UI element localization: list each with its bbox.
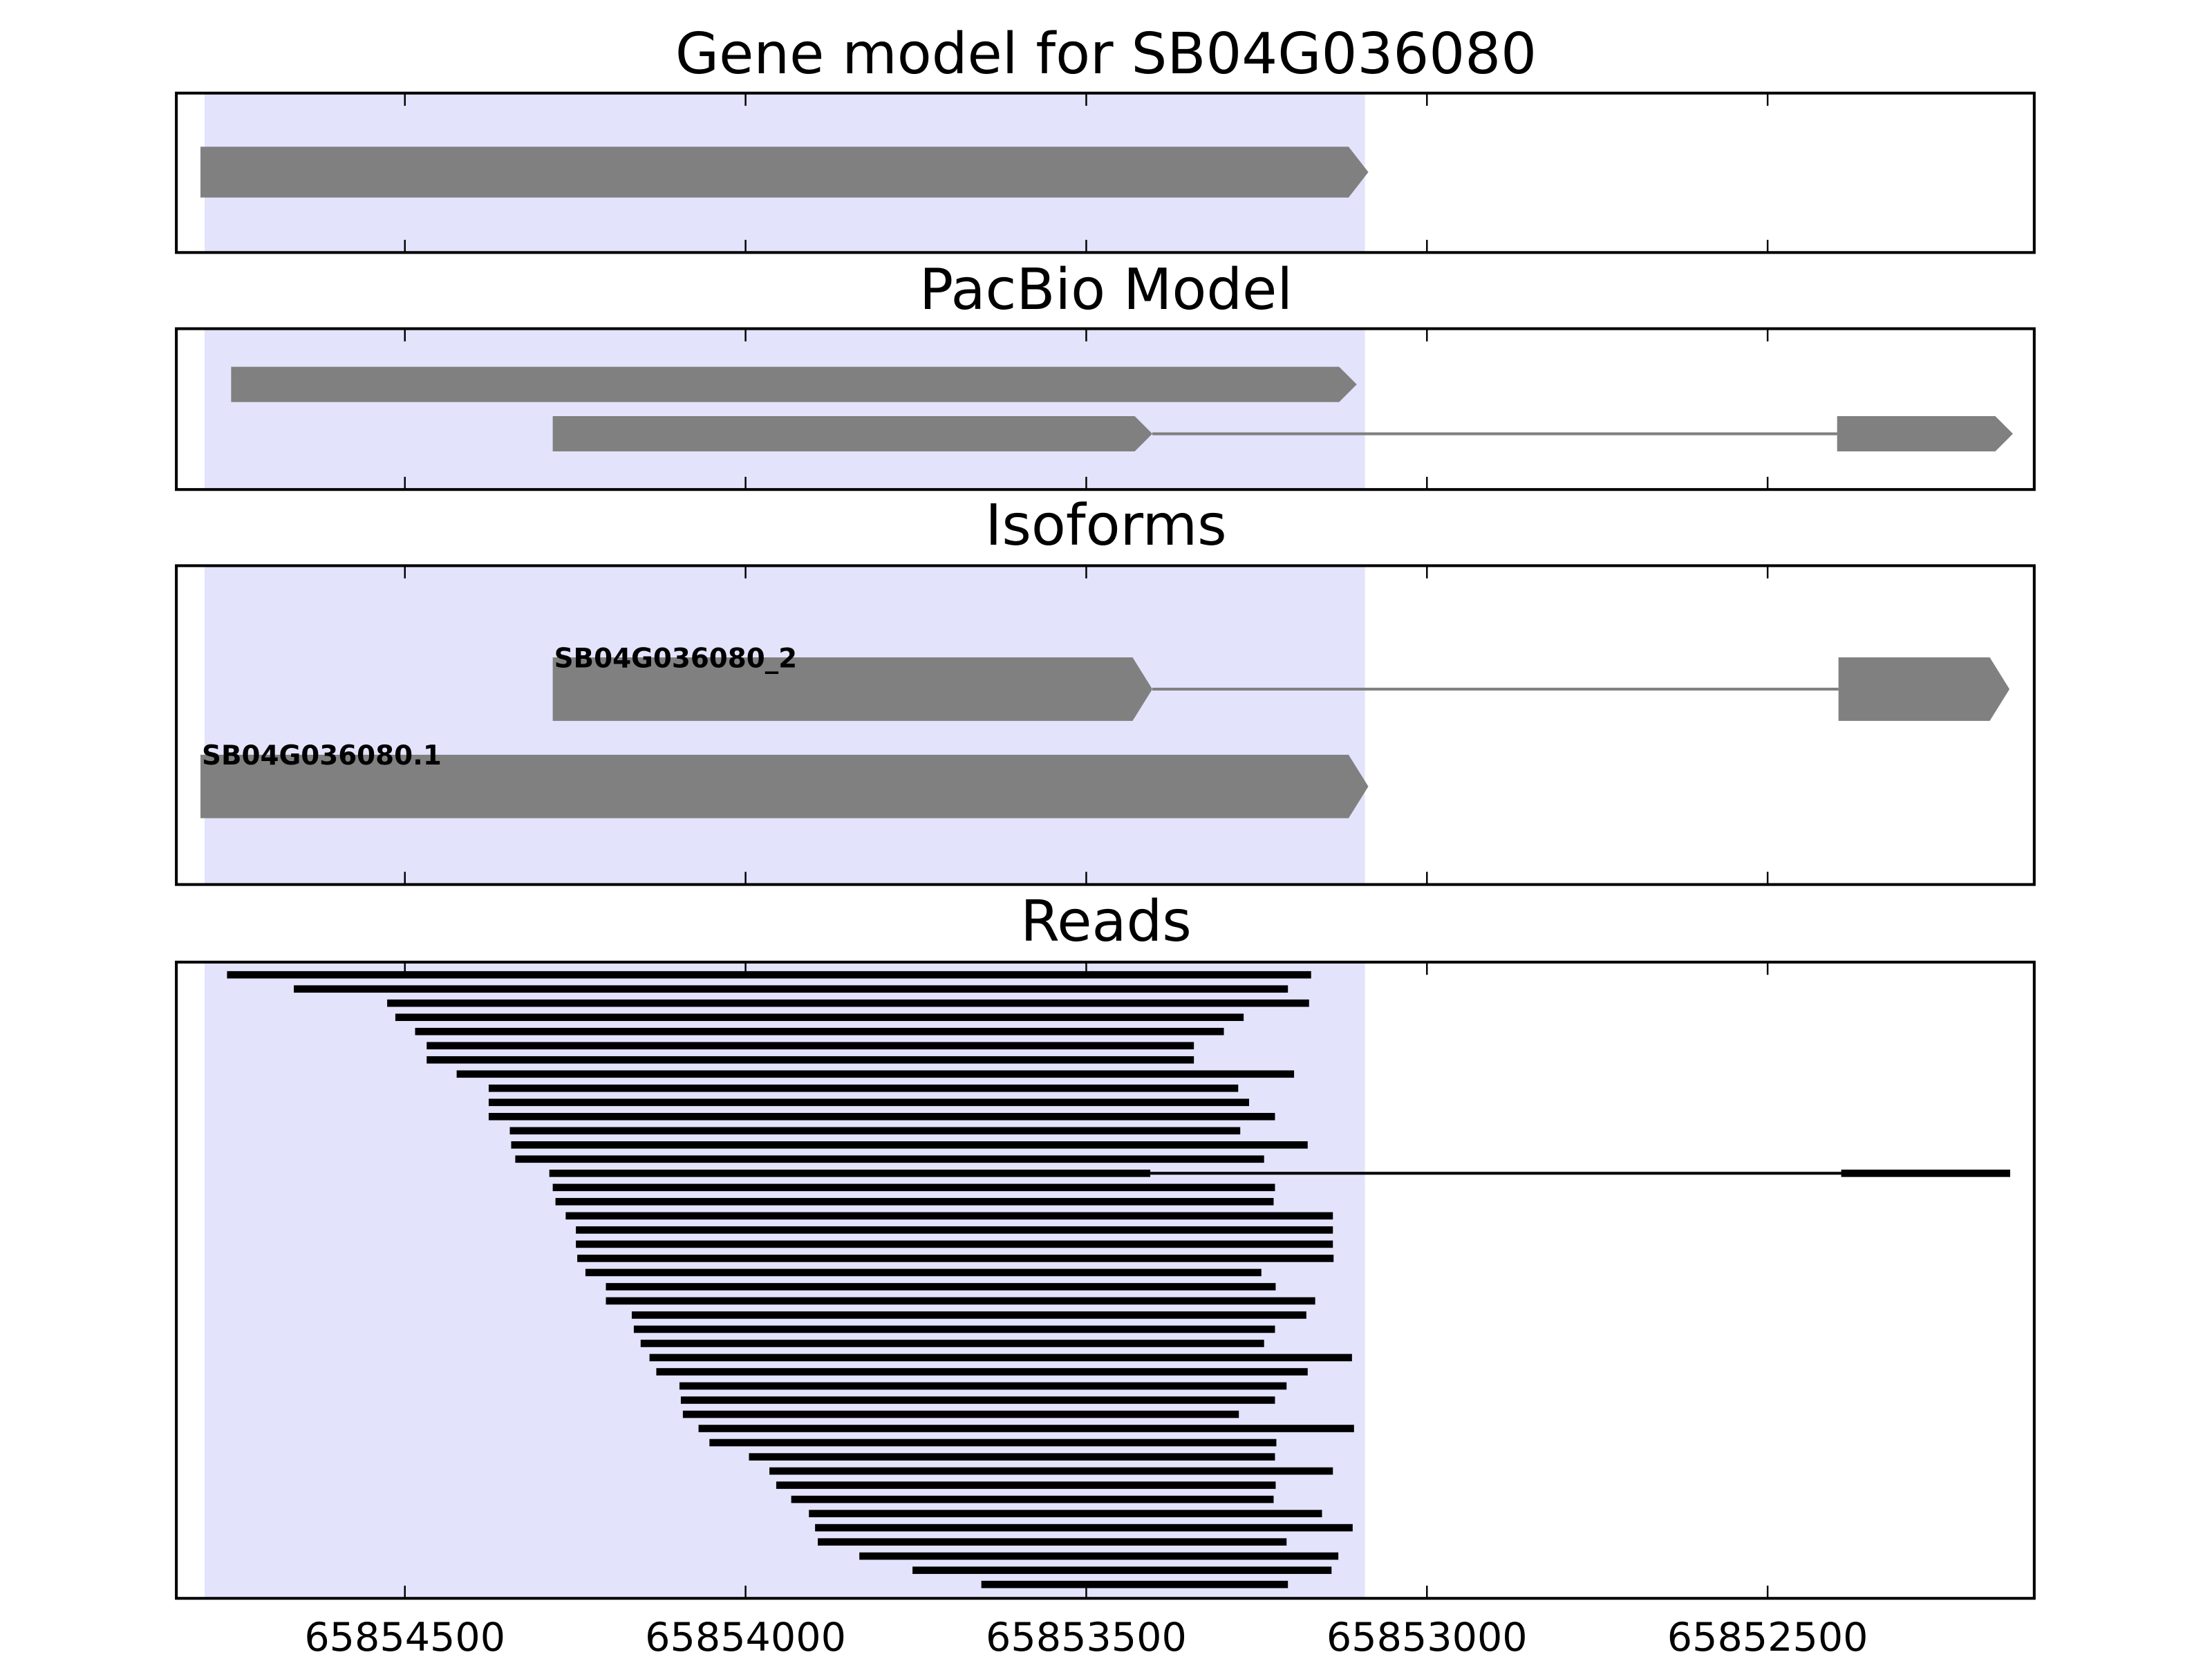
read-bar — [509, 1127, 1241, 1135]
read-bar — [387, 999, 1309, 1007]
read-bar — [769, 1467, 1333, 1475]
isoform-label: SB04G036080_2 — [554, 643, 797, 674]
read-bar — [809, 1510, 1322, 1517]
read-bar — [511, 1141, 1308, 1149]
read-bar — [427, 1042, 1194, 1050]
isoform-label: SB04G036080.1 — [202, 740, 442, 771]
read-bar — [859, 1552, 1339, 1560]
read-bar — [488, 1098, 1250, 1107]
panel-title-pacbio: PacBio Model — [919, 257, 1293, 323]
pacbio-feature-exon — [552, 416, 1153, 452]
pacbio-feature-exon — [1837, 416, 2013, 452]
read-bar — [577, 1255, 1334, 1262]
read-bar — [576, 1240, 1333, 1248]
read-bar — [749, 1453, 1275, 1461]
read-bar — [698, 1425, 1354, 1432]
read-bar — [488, 1084, 1239, 1092]
x-tick-label: 65853000 — [1327, 1615, 1528, 1659]
read-bar — [818, 1538, 1287, 1546]
read-bar — [912, 1566, 1332, 1574]
read-bar — [776, 1481, 1276, 1489]
read-bar — [565, 1212, 1333, 1220]
read-bar — [456, 1070, 1295, 1078]
read-bar — [682, 1410, 1239, 1418]
read-bar — [549, 1170, 1151, 1177]
x-tick-label: 65854000 — [645, 1615, 846, 1659]
read-bar — [981, 1580, 1288, 1588]
isoform-feature-exon — [552, 657, 1153, 721]
x-tick-label: 65852500 — [1667, 1615, 1868, 1659]
read-bar — [415, 1027, 1224, 1035]
read-bar — [606, 1297, 1315, 1305]
read-bar — [815, 1524, 1353, 1532]
panel-frame — [175, 564, 2036, 886]
read-bar — [656, 1368, 1308, 1376]
read-bar — [555, 1198, 1274, 1206]
read-bar — [585, 1268, 1262, 1277]
panel-frame — [175, 327, 2036, 491]
panel-title-reads: Reads — [1020, 889, 1192, 955]
highlight-region — [204, 565, 1365, 885]
read-bar — [1841, 1170, 2011, 1177]
read-bar — [640, 1340, 1264, 1347]
read-bar — [649, 1353, 1352, 1362]
read-bar — [679, 1382, 1287, 1390]
x-tick-label: 65854500 — [304, 1615, 505, 1659]
highlight-region — [204, 328, 1365, 490]
gene-model-feature-exon — [200, 147, 1369, 198]
isoform-feature-exon — [1838, 657, 2010, 721]
panel-frame — [175, 960, 2036, 1600]
panel-frame — [175, 91, 2036, 254]
read-bar — [791, 1495, 1274, 1503]
isoform-feature-exon — [200, 754, 1369, 818]
read-bar — [227, 971, 1311, 979]
panel-title-gene-model: Gene model for SB04G036080 — [675, 21, 1537, 87]
pacbio-feature-exon — [231, 366, 1357, 402]
read-bar — [631, 1311, 1306, 1319]
read-bar — [427, 1056, 1194, 1064]
read-bar — [606, 1283, 1276, 1291]
read-bar — [395, 1013, 1244, 1022]
read-bar — [552, 1183, 1275, 1192]
read-bar — [488, 1113, 1275, 1121]
panel-title-isoforms: Isoforms — [985, 493, 1226, 559]
highlight-region — [204, 962, 1365, 1599]
read-bar — [633, 1325, 1275, 1333]
x-tick-label: 65853500 — [986, 1615, 1187, 1659]
read-bar — [294, 985, 1288, 993]
read-bar — [709, 1438, 1277, 1447]
read-bar — [515, 1155, 1264, 1163]
read-bar — [680, 1396, 1275, 1404]
read-bar — [576, 1226, 1333, 1234]
